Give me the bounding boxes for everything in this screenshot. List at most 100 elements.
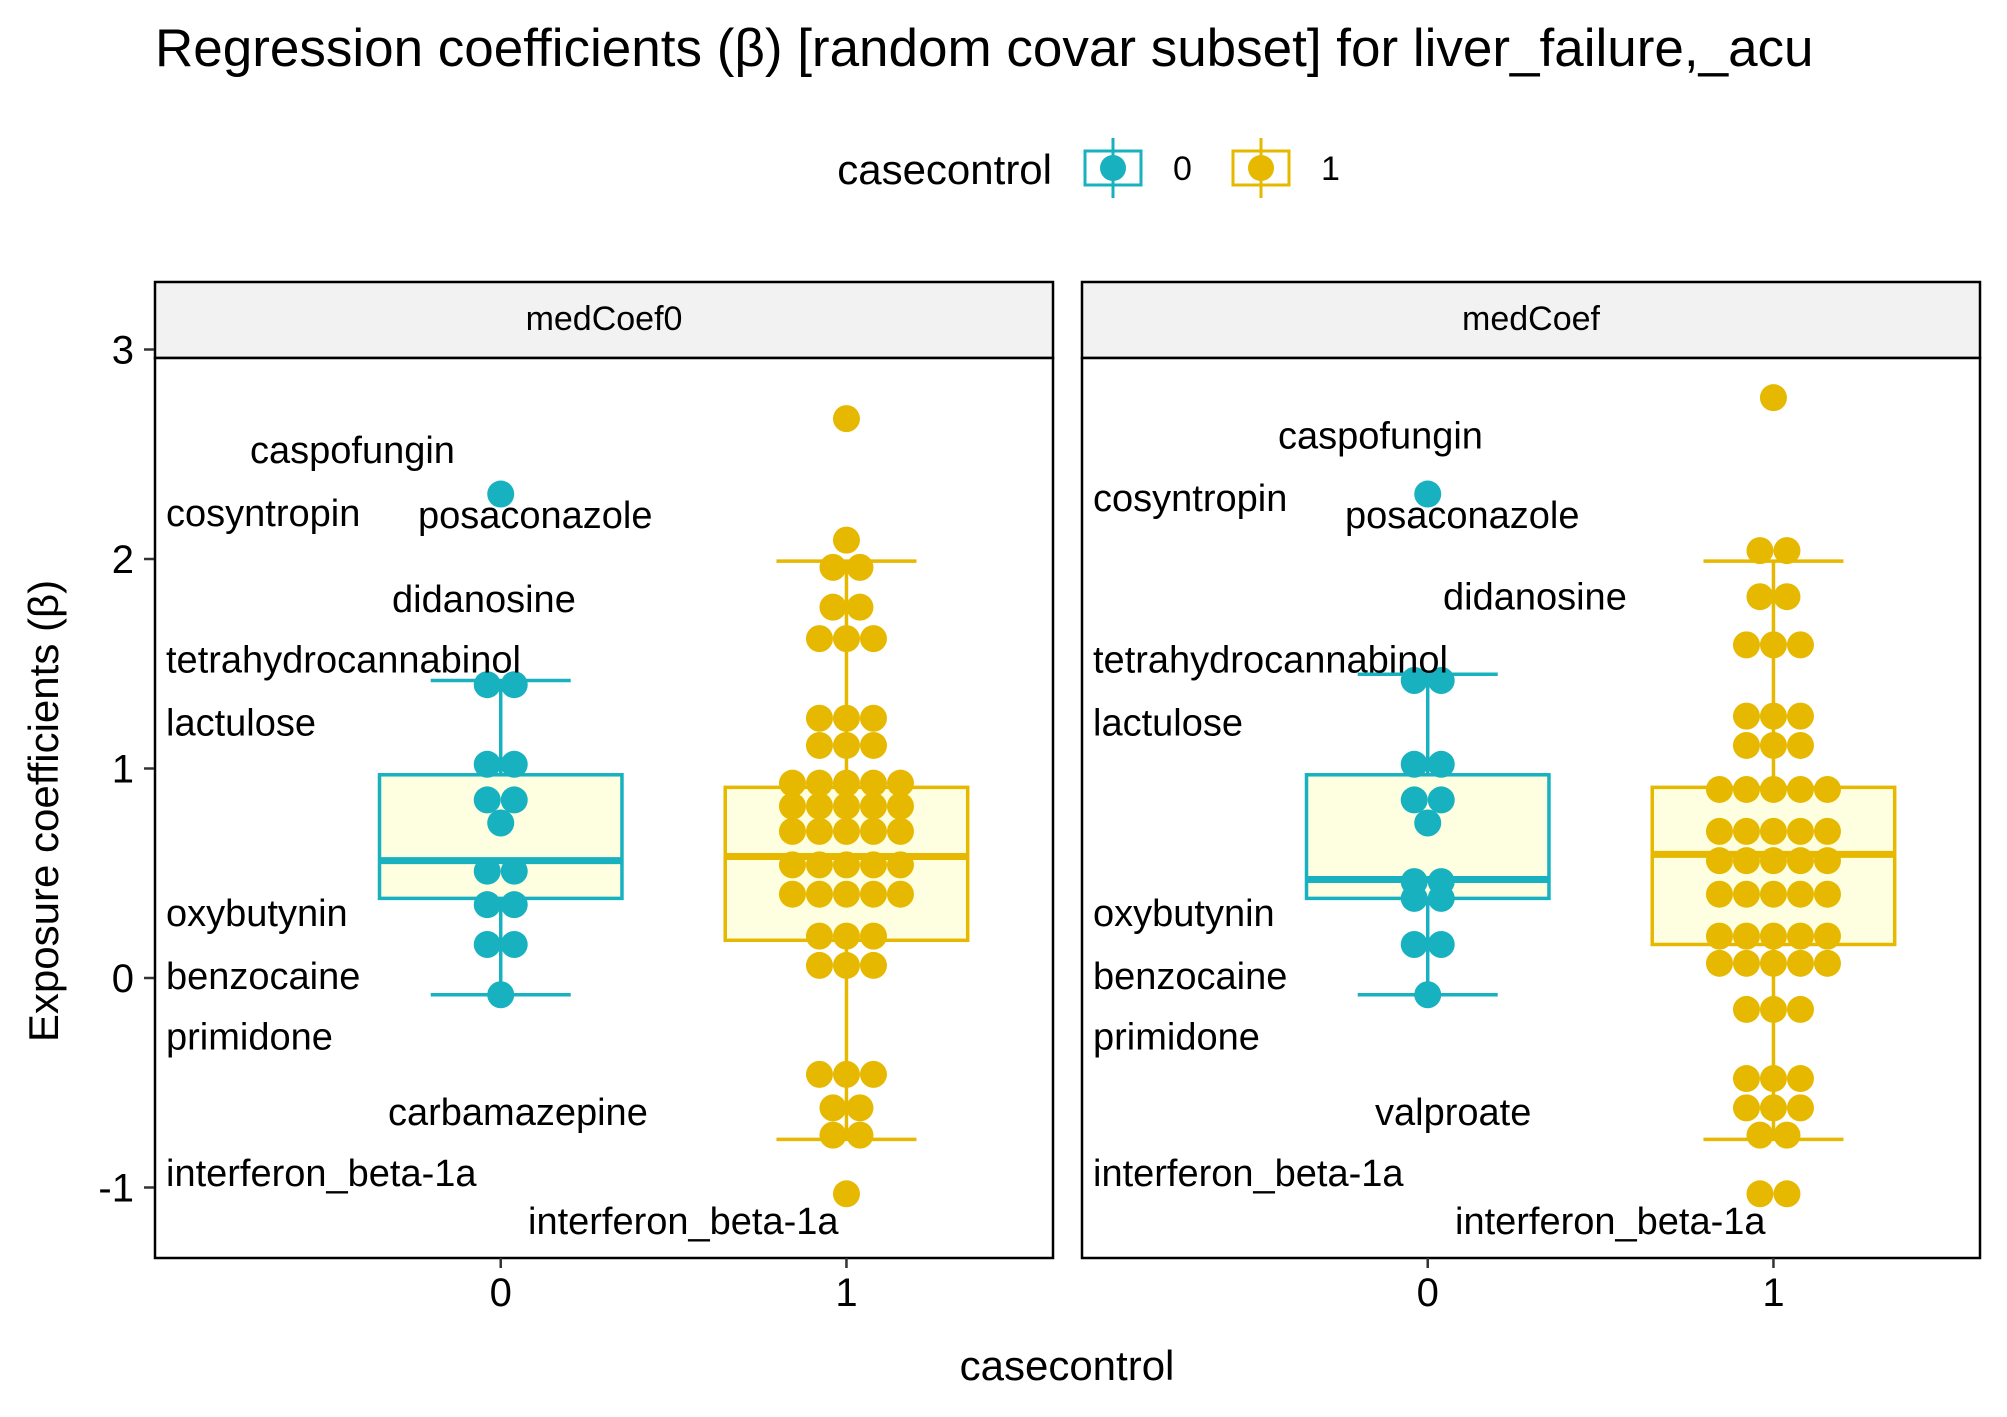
data-point	[805, 625, 833, 653]
point-label: tetrahydrocannabinol	[166, 640, 521, 682]
data-point	[1759, 817, 1787, 845]
data-point	[1813, 949, 1841, 977]
data-point	[886, 769, 914, 797]
data-point	[1759, 922, 1787, 950]
data-point	[1813, 847, 1841, 875]
data-point	[1786, 731, 1814, 759]
data-point	[1786, 702, 1814, 730]
point-label: posaconazole	[418, 495, 653, 537]
data-point	[859, 880, 887, 908]
data-point	[1427, 750, 1455, 778]
data-point	[1732, 995, 1760, 1023]
data-point	[1400, 786, 1428, 814]
data-point	[778, 769, 806, 797]
data-point	[473, 671, 501, 699]
data-point	[805, 922, 833, 950]
data-point	[1705, 922, 1733, 950]
data-point	[1813, 775, 1841, 803]
strip-header	[1080, 280, 1982, 360]
y-tick-label: -1	[98, 1167, 134, 1211]
data-point	[1786, 1065, 1814, 1093]
data-point	[886, 880, 914, 908]
data-point	[832, 625, 860, 653]
data-point	[805, 851, 833, 879]
y-tick-label: 2	[112, 538, 134, 582]
point-label: interferon_beta-1a	[1455, 1201, 1766, 1243]
data-point	[1759, 702, 1787, 730]
panel-border	[1080, 356, 1982, 1260]
panel-medCoef: medCoef caspofungin cosyntropin posaconazol…	[1080, 280, 1982, 1315]
point-label: oxybutynin	[166, 893, 348, 935]
data-point	[1786, 1094, 1814, 1122]
strip-label: medCoef	[1462, 300, 1601, 338]
x-tick-label: 1	[1762, 1271, 1784, 1315]
box-0	[1304, 672, 1551, 997]
data-point	[1732, 922, 1760, 950]
data-point	[832, 731, 860, 759]
data-point	[1427, 930, 1455, 958]
data-point	[1427, 667, 1455, 695]
data-point	[487, 809, 515, 837]
data-point	[1732, 880, 1760, 908]
data-point	[473, 786, 501, 814]
point-label: carbamazepine	[388, 1092, 648, 1134]
data-point	[473, 930, 501, 958]
legend-key-dot	[1100, 155, 1126, 181]
data-point	[1759, 847, 1787, 875]
data-point	[832, 704, 860, 732]
data-point	[1813, 817, 1841, 845]
data-point	[846, 553, 874, 581]
data-point	[1732, 817, 1760, 845]
data-point	[832, 405, 860, 433]
data-point	[886, 851, 914, 879]
data-point	[805, 704, 833, 732]
data-point	[487, 981, 515, 1009]
data-point	[805, 1060, 833, 1088]
data-point	[1732, 631, 1760, 659]
data-point	[1705, 880, 1733, 908]
y-axis: -1 0 1 2 3	[98, 329, 154, 1211]
data-point	[1759, 775, 1787, 803]
data-point	[1400, 750, 1428, 778]
data-point	[1414, 480, 1442, 508]
data-point	[1759, 880, 1787, 908]
panel-medCoef0: medCoef0 caspofungin cosyntropin posaconazo…	[153, 280, 1055, 1315]
data-point	[859, 1060, 887, 1088]
data-point	[832, 851, 860, 879]
point-label: caspofungin	[1278, 415, 1483, 457]
point-label: caspofungin	[250, 430, 455, 472]
data-point	[778, 880, 806, 908]
data-point	[846, 1094, 874, 1122]
data-point	[886, 817, 914, 845]
data-point	[1732, 731, 1760, 759]
data-point	[1705, 817, 1733, 845]
data-point	[1773, 537, 1801, 565]
data-point	[500, 891, 528, 919]
data-point	[1732, 847, 1760, 875]
y-tick-label: 0	[112, 957, 134, 1001]
panel-border	[153, 356, 1055, 1260]
data-point	[1759, 631, 1787, 659]
data-point	[832, 817, 860, 845]
legend-label: 1	[1321, 150, 1340, 188]
data-point	[778, 817, 806, 845]
data-point	[859, 769, 887, 797]
point-label: cosyntropin	[166, 493, 360, 535]
data-point	[1732, 775, 1760, 803]
point-label: didanosine	[1443, 577, 1627, 619]
data-point	[1414, 981, 1442, 1009]
data-point	[1400, 930, 1428, 958]
data-point	[1400, 667, 1428, 695]
y-tick-label: 3	[112, 329, 134, 373]
data-point	[1759, 384, 1787, 412]
data-point	[1813, 880, 1841, 908]
y-tick-label: 1	[112, 748, 134, 792]
data-point	[846, 1121, 874, 1149]
data-point	[1786, 922, 1814, 950]
legend-key-dot	[1248, 155, 1274, 181]
data-point	[1746, 537, 1774, 565]
chart-title: Regression coefficients (β) [random cova…	[155, 19, 1814, 78]
x-tick-label: 0	[490, 1271, 512, 1315]
data-point	[1746, 583, 1774, 611]
data-point	[1732, 1065, 1760, 1093]
